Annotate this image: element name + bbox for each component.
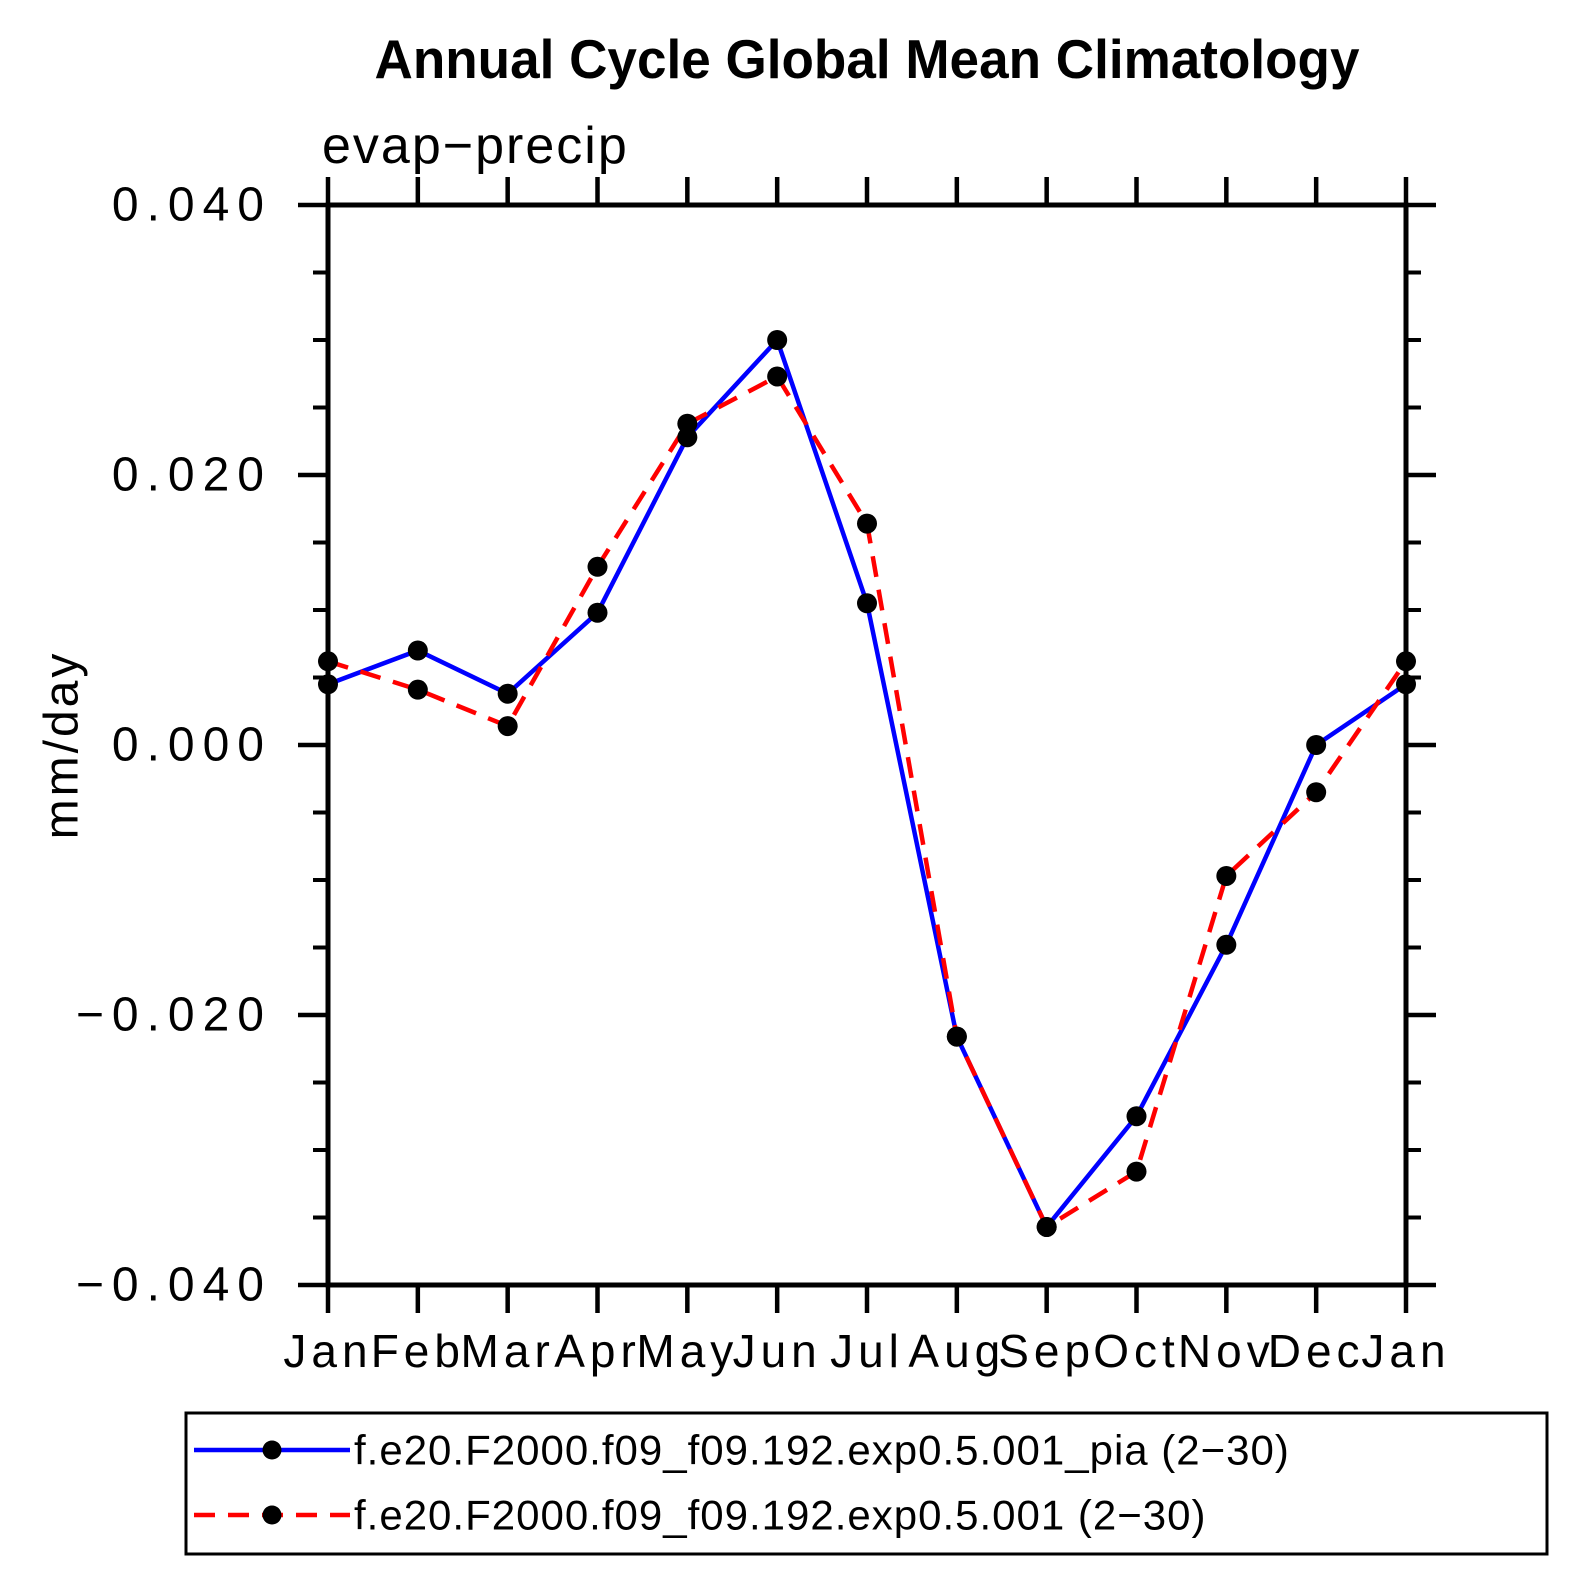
- data-series: [318, 330, 1416, 1237]
- y-tick-label: 0.040: [112, 179, 272, 232]
- data-point-marker: [318, 674, 338, 695]
- x-tick-label: Dec: [1268, 1325, 1365, 1377]
- x-tick-label: Jul: [830, 1325, 904, 1377]
- data-point-marker: [1126, 1106, 1147, 1127]
- data-point-marker: [1396, 674, 1416, 695]
- legend-rows: f.e20.F2000.f09_f09.192.exp0.5.001_pia (…: [194, 1427, 1290, 1539]
- x-tick-label: Sep: [998, 1325, 1095, 1377]
- data-point-marker: [857, 513, 877, 534]
- x-tick-label: Oct: [1093, 1325, 1180, 1377]
- x-tick-label: Aug: [908, 1325, 1005, 1377]
- x-tick-label: Nov: [1178, 1325, 1275, 1377]
- x-tick-label: Apr: [554, 1325, 641, 1377]
- data-point-marker: [1306, 735, 1327, 755]
- x-tick-label: Jan: [283, 1325, 372, 1377]
- data-point-marker: [1306, 782, 1327, 803]
- data-point-marker: [587, 602, 608, 623]
- chart-subtitle: evap−precip: [322, 117, 629, 175]
- data-point-marker: [497, 683, 518, 704]
- x-tick-label: Feb: [371, 1325, 465, 1377]
- legend: f.e20.F2000.f09_f09.192.exp0.5.001_pia (…: [184, 1411, 1549, 1556]
- axis-ticks: [298, 177, 1436, 1313]
- x-tick-label: Jun: [733, 1325, 822, 1377]
- data-point-marker: [1036, 1216, 1057, 1237]
- data-point-marker: [767, 330, 788, 350]
- data-point-marker: [587, 556, 608, 577]
- data-point-marker: [318, 651, 338, 672]
- y-tick-label: 0.020: [112, 449, 272, 502]
- y-axis-label: mm/day: [36, 651, 89, 840]
- y-tick-label: −0.020: [76, 989, 272, 1042]
- plot-frame: [325, 202, 1409, 1288]
- data-point-marker: [497, 716, 518, 737]
- data-point-marker: [1216, 865, 1237, 886]
- chart-title: Annual Cycle Global Mean Climatology: [375, 28, 1360, 90]
- data-point-marker: [677, 413, 698, 434]
- series-line-0: [327, 335, 1408, 1232]
- data-point-marker: [1126, 1161, 1147, 1182]
- data-point-marker: [1396, 651, 1416, 672]
- legend-marker: [262, 1440, 282, 1460]
- data-point-marker: [407, 640, 428, 661]
- x-tick-label: Jan: [1361, 1325, 1450, 1377]
- data-point-marker: [946, 1026, 967, 1047]
- y-tick-labels: 0.040 0.020 0.000 −0.020 −0.040: [76, 179, 272, 1312]
- legend-label: f.e20.F2000.f09_f09.192.exp0.5.001_pia (…: [354, 1427, 1290, 1474]
- x-tick-label: May: [636, 1325, 738, 1377]
- data-point-marker: [407, 679, 428, 700]
- legend-box: [184, 1411, 1549, 1556]
- data-point-marker: [767, 366, 788, 387]
- x-tick-label: Mar: [461, 1325, 555, 1377]
- y-tick-label: 0.000: [112, 719, 272, 772]
- legend-label: f.e20.F2000.f09_f09.192.exp0.5.001 (2−30…: [354, 1492, 1206, 1539]
- data-point-marker: [857, 593, 877, 614]
- data-point-marker: [1216, 934, 1237, 955]
- series-line-1: [327, 373, 1408, 1231]
- y-tick-label: −0.040: [76, 1259, 272, 1312]
- legend-marker: [262, 1505, 282, 1525]
